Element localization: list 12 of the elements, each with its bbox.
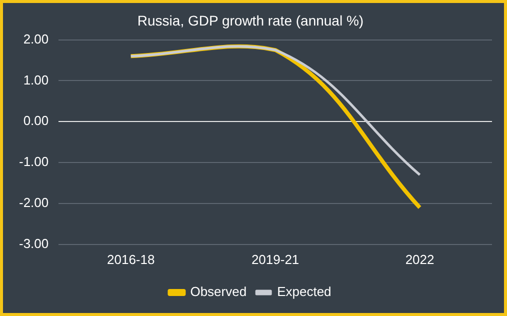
- chart-title: Russia, GDP growth rate (annual %): [137, 12, 364, 28]
- y-tick-label: 2.00: [23, 31, 49, 46]
- legend-label: Observed: [190, 284, 247, 300]
- y-tick-label: -2.00: [18, 195, 49, 210]
- y-tick-label: 1.00: [23, 72, 49, 88]
- y-tick-label: -3.00: [18, 236, 49, 251]
- y-tick-label: 0.00: [23, 113, 49, 128]
- x-tick-label: 2019-21: [251, 252, 300, 267]
- legend-label: Expected: [277, 284, 332, 300]
- x-tick-label: 2022: [405, 252, 434, 267]
- y-tick-label: -1.00: [18, 154, 49, 170]
- x-tick-label: 2016-18: [107, 252, 155, 267]
